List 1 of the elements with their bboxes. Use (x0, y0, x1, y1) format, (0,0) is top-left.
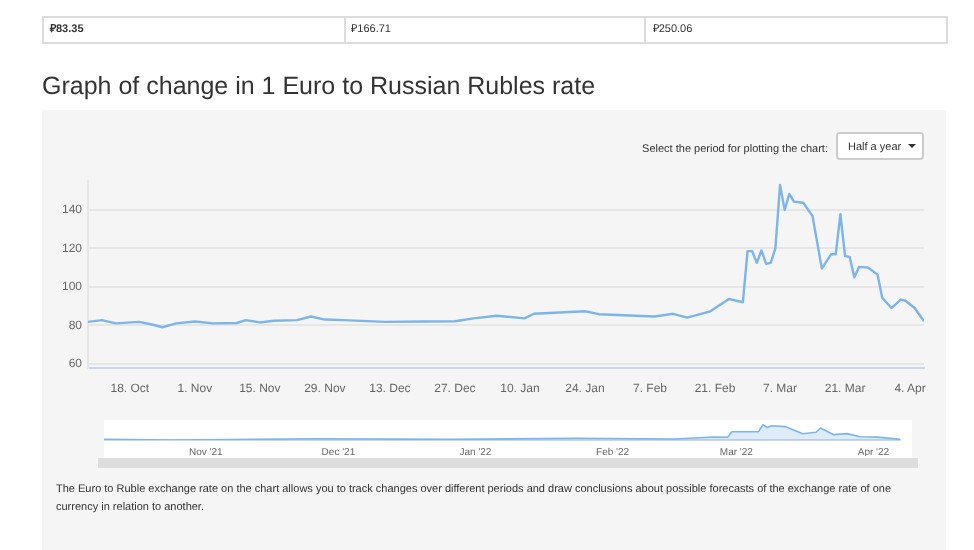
chart-title: Graph of change in 1 Euro to Russian Rubles rate (42, 72, 596, 100)
